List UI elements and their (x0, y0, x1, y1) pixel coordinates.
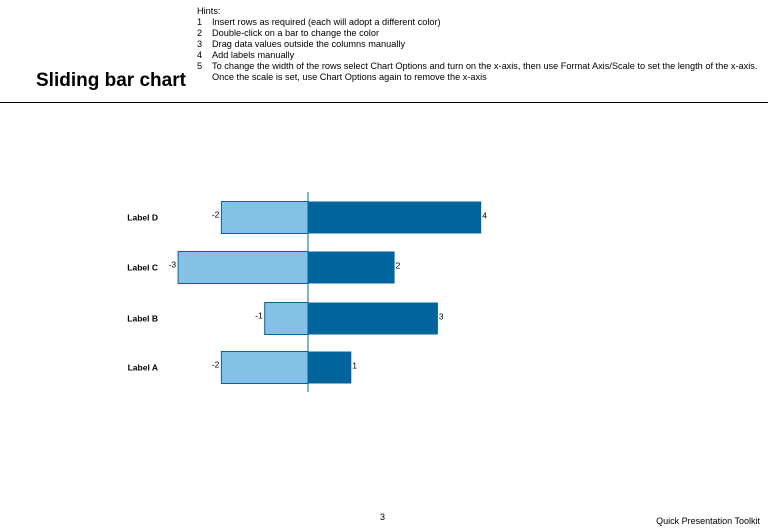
data-label-negative: -3 (169, 260, 177, 270)
hint-text: Insert rows as required (each will adopt… (212, 17, 441, 27)
bar-positive (308, 302, 438, 335)
page-title: Sliding bar chart (36, 70, 186, 91)
page-number: 3 (380, 512, 386, 522)
hint-item: 5 To change the width of the rows select… (197, 61, 765, 83)
bar-positive (308, 201, 482, 234)
hint-text: To change the width of the rows select C… (212, 61, 758, 82)
bar-negative (264, 302, 309, 335)
hint-item: 2 Double-click on a bar to change the co… (197, 28, 765, 39)
bar-positive (308, 351, 352, 384)
hints-panel: Hints: 1 Insert rows as required (each w… (197, 6, 765, 83)
bar-negative (220, 351, 309, 384)
data-label-negative: -2 (212, 360, 220, 370)
hint-item: 3 Drag data values outside the columns m… (197, 39, 765, 50)
header-divider (0, 102, 768, 103)
hints-heading: Hints: (197, 6, 221, 16)
hint-number: 4 (197, 50, 203, 60)
hint-item: 4 Add labels manually (197, 50, 765, 61)
data-label-positive: 1 (352, 361, 357, 371)
hint-number: 3 (197, 39, 203, 49)
hint-text: Double-click on a bar to change the colo… (212, 28, 380, 38)
hint-number: 2 (197, 28, 203, 38)
hint-item: 1 Insert rows as required (each will ado… (197, 17, 765, 28)
data-label-negative: -1 (255, 311, 263, 321)
data-label-positive: 4 (482, 211, 487, 221)
category-label: Label A (128, 363, 158, 373)
hint-text: Add labels manually (212, 50, 295, 60)
hint-text: Drag data values outside the columns man… (212, 39, 406, 49)
footer-text: Quick Presentation Toolkit (656, 516, 760, 526)
data-label-negative: -2 (212, 210, 220, 220)
category-label: Label D (127, 213, 158, 223)
hint-number: 1 (197, 17, 203, 27)
data-label-positive: 2 (396, 261, 401, 271)
hint-number: 5 (197, 61, 203, 71)
bar-positive (308, 251, 395, 284)
data-label-positive: 3 (439, 312, 444, 322)
category-label: Label C (127, 263, 158, 273)
bar-negative (177, 251, 309, 284)
category-label: Label B (127, 314, 158, 324)
bar-negative (220, 201, 309, 234)
